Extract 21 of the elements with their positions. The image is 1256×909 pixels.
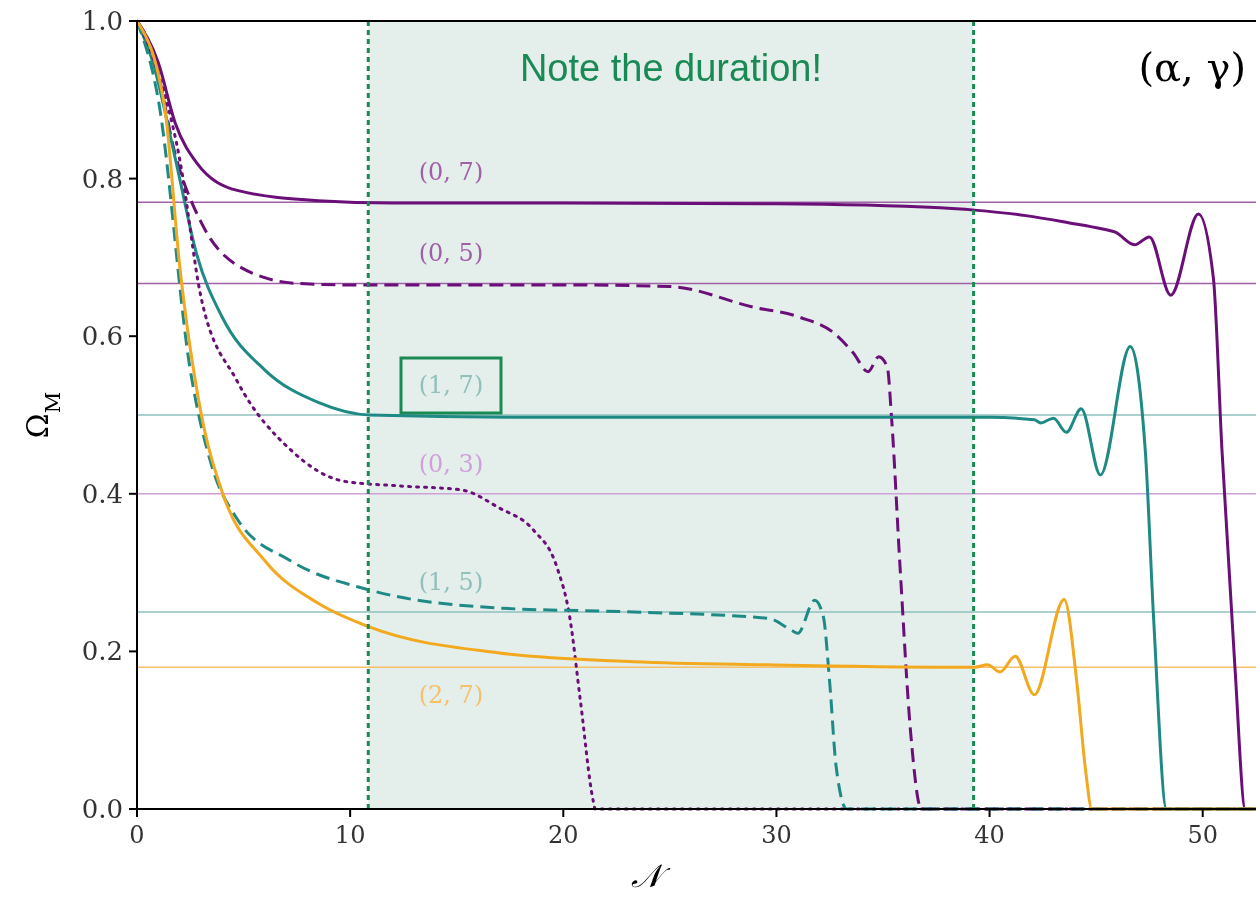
x-tick-label: 20 (548, 821, 579, 849)
x-tick-label: 40 (974, 821, 1005, 849)
y-tick-label: 0.0 (81, 794, 123, 824)
annotation: (0, 7) (418, 158, 484, 187)
band-label: Note the duration! (519, 47, 822, 89)
y-tick-label: 0.2 (81, 636, 123, 667)
x-tick-label: 30 (761, 821, 792, 849)
y-tick-label: 0.8 (81, 163, 123, 194)
annotation: (α, γ) (1138, 44, 1246, 90)
x-axis-title: 𝒩 (631, 857, 671, 895)
x-tick-label: 0 (129, 821, 145, 849)
y-tick-label: 0.4 (81, 478, 123, 509)
annotation: (1, 7) (418, 371, 484, 399)
annotation: (0, 3) (418, 449, 484, 478)
y-tick-label: 1.0 (81, 6, 123, 36)
y-tick-label: 0.6 (81, 321, 123, 352)
x-tick-label: 10 (334, 821, 366, 849)
annotation: (2, 7) (418, 681, 484, 710)
x-tick-label: 50 (1187, 821, 1218, 849)
annotation: (1, 5) (418, 568, 484, 596)
annotation: (0, 5) (418, 239, 484, 268)
